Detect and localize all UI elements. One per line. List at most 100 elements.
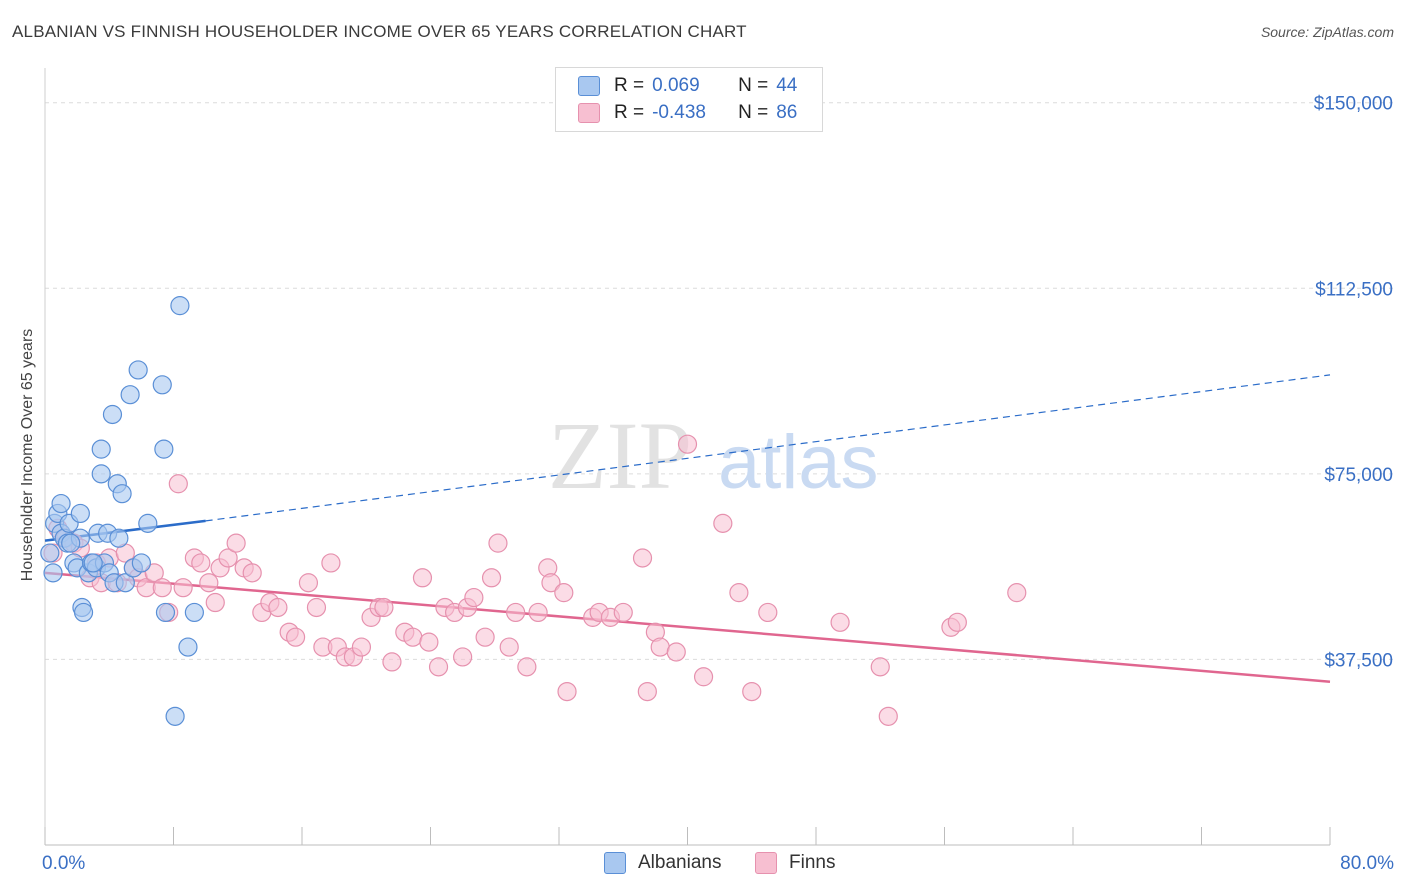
- y-tick-label: $112,500: [1315, 279, 1393, 300]
- finns-point: [268, 597, 288, 618]
- albanians-legend-swatch: [604, 852, 626, 874]
- finns-point: [637, 681, 657, 702]
- finns-n-label: N =: [738, 102, 769, 123]
- finns-point: [613, 602, 633, 623]
- finns-point: [632, 548, 653, 568]
- finns-point: [830, 612, 850, 632]
- finns-point: [226, 533, 246, 553]
- legend-item-albanians[interactable]: Albanians: [604, 852, 721, 874]
- finns-point: [173, 578, 193, 598]
- finns-point: [742, 681, 762, 702]
- finns-swatch: [578, 103, 600, 123]
- finns-point: [666, 642, 686, 662]
- watermark-zip: ZIP: [548, 402, 692, 509]
- y-tick-label: $75,000: [1324, 465, 1393, 486]
- albanians-point: [152, 375, 172, 395]
- albanians-point: [112, 484, 132, 504]
- finns-point: [870, 657, 890, 677]
- watermark: ZIP atlas: [548, 402, 879, 509]
- y-tick-label: $37,500: [1324, 650, 1393, 671]
- albanians-n-label: N =: [738, 75, 769, 96]
- data-points: [40, 296, 1027, 726]
- finns-point: [321, 553, 341, 573]
- albanians-r-label: R =: [614, 75, 645, 96]
- finns-point: [205, 592, 225, 613]
- albanians-point: [40, 543, 60, 563]
- albanians-point: [91, 464, 111, 484]
- legend-row-albanians: R = 0.069 N = 44: [578, 74, 797, 98]
- finns-point: [677, 434, 698, 454]
- finns-point: [1007, 583, 1027, 603]
- x-tick-label-min: 0.0%: [42, 853, 85, 874]
- y-tick-label: $150,000: [1314, 94, 1393, 115]
- albanians-point: [184, 602, 204, 623]
- finns-point: [374, 597, 394, 618]
- finns-r-value: -0.438: [652, 102, 706, 123]
- albanians-point: [120, 385, 140, 405]
- finns-point: [306, 597, 327, 618]
- albanians-point: [165, 706, 185, 726]
- albanians-point: [178, 637, 198, 657]
- finns-point: [475, 627, 495, 647]
- albanians-r-value: 0.069: [652, 75, 700, 96]
- finns-point: [351, 637, 372, 657]
- albanians-n-value: 44: [776, 75, 798, 96]
- finns-point: [152, 578, 172, 598]
- finns-r-label: R =: [614, 102, 645, 123]
- finns-point: [499, 637, 519, 657]
- finns-point: [285, 627, 306, 647]
- albanians-point: [43, 563, 63, 583]
- finns-point: [403, 627, 423, 647]
- finns-point: [557, 681, 577, 702]
- finns-point: [693, 667, 714, 687]
- finns-point: [419, 632, 439, 652]
- finns-point: [650, 637, 670, 657]
- correlation-legend: R = 0.069 N = 44 R = -0.438 N = 86: [555, 67, 823, 132]
- albanians-point: [131, 553, 151, 573]
- albanians-point: [128, 360, 148, 380]
- finns-legend-swatch: [755, 852, 777, 874]
- finns-point: [878, 706, 898, 726]
- albanians-point: [61, 533, 81, 553]
- albanians-legend-label: Albanians: [638, 852, 722, 873]
- watermark-atlas: atlas: [718, 420, 879, 505]
- legend-row-finns: R = -0.438 N = 86: [578, 101, 797, 125]
- finns-point: [298, 573, 319, 593]
- albanians-point: [115, 573, 135, 593]
- finns-point: [541, 573, 561, 593]
- finns-point: [758, 602, 778, 623]
- series-legend: Albanians Finns: [0, 852, 1406, 878]
- tick-labels: $37,500 $75,000 $112,500 $150,000 0.0% 80.0%: [42, 94, 1394, 874]
- finns-point: [554, 583, 574, 603]
- finns-point: [428, 657, 449, 677]
- finns-trend-line: [44, 571, 1331, 683]
- finns-point: [144, 563, 164, 583]
- axes: [44, 68, 1331, 846]
- albanians-point: [73, 602, 94, 623]
- albanians-point: [91, 439, 111, 459]
- finns-point: [506, 602, 526, 623]
- finns-point: [713, 513, 733, 533]
- albanians-point: [138, 513, 158, 533]
- albanians-point: [155, 602, 176, 623]
- finns-legend-label: Finns: [789, 852, 836, 873]
- finns-point: [412, 568, 433, 588]
- albanians-swatch: [578, 76, 600, 96]
- albanians-point: [154, 439, 174, 459]
- finns-point: [528, 602, 548, 623]
- chart-title: ALBANIAN VS FINNISH HOUSEHOLDER INCOME O…: [12, 22, 747, 41]
- finns-n-value: 86: [776, 102, 798, 123]
- finns-point: [453, 647, 473, 667]
- albanians-point: [70, 503, 90, 524]
- albanians-point: [102, 404, 123, 425]
- x-tick-label-max: 80.0%: [1340, 853, 1394, 874]
- finns-point: [191, 553, 211, 573]
- finns-point: [517, 657, 537, 677]
- finns-point: [382, 652, 402, 672]
- albanians-point: [83, 553, 103, 573]
- legend-item-finns[interactable]: Finns: [755, 852, 835, 874]
- finns-point: [199, 573, 219, 593]
- finns-point: [488, 533, 508, 553]
- finns-point: [242, 563, 262, 583]
